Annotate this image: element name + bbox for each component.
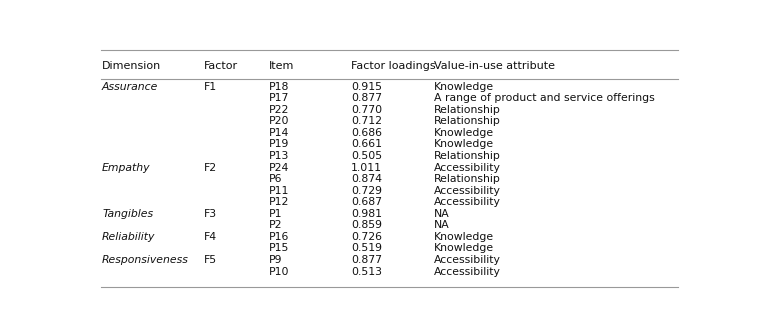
Text: Responsiveness: Responsiveness bbox=[102, 255, 189, 265]
Text: P18: P18 bbox=[269, 82, 289, 92]
Text: 0.770: 0.770 bbox=[351, 105, 382, 115]
Text: 0.687: 0.687 bbox=[351, 197, 382, 207]
Text: P13: P13 bbox=[269, 151, 289, 161]
Text: F3: F3 bbox=[204, 209, 217, 219]
Text: P2: P2 bbox=[269, 220, 282, 230]
Text: Tangibles: Tangibles bbox=[102, 209, 154, 219]
Text: P10: P10 bbox=[269, 267, 290, 277]
Text: 0.519: 0.519 bbox=[351, 244, 382, 253]
Text: Knowledge: Knowledge bbox=[434, 139, 494, 149]
Text: Assurance: Assurance bbox=[102, 82, 158, 92]
Text: Accessibility: Accessibility bbox=[434, 267, 501, 277]
Text: P16: P16 bbox=[269, 232, 289, 242]
Text: Accessibility: Accessibility bbox=[434, 197, 501, 207]
Text: Factor loadings: Factor loadings bbox=[351, 61, 435, 71]
Text: F5: F5 bbox=[204, 255, 217, 265]
Text: P19: P19 bbox=[269, 139, 289, 149]
Text: 0.513: 0.513 bbox=[351, 267, 382, 277]
Text: P14: P14 bbox=[269, 128, 289, 138]
Text: P17: P17 bbox=[269, 93, 289, 103]
Text: Knowledge: Knowledge bbox=[434, 232, 494, 242]
Text: 0.877: 0.877 bbox=[351, 93, 382, 103]
Text: A range of product and service offerings: A range of product and service offerings bbox=[434, 93, 654, 103]
Text: NA: NA bbox=[434, 220, 449, 230]
Text: 0.661: 0.661 bbox=[351, 139, 382, 149]
Text: P20: P20 bbox=[269, 116, 290, 126]
Text: 0.686: 0.686 bbox=[351, 128, 382, 138]
Text: 0.874: 0.874 bbox=[351, 174, 382, 184]
Text: Knowledge: Knowledge bbox=[434, 244, 494, 253]
Text: 0.712: 0.712 bbox=[351, 116, 382, 126]
Text: Empathy: Empathy bbox=[102, 163, 150, 173]
Text: Relationship: Relationship bbox=[434, 105, 501, 115]
Text: 0.859: 0.859 bbox=[351, 220, 382, 230]
Text: Knowledge: Knowledge bbox=[434, 82, 494, 92]
Text: 0.981: 0.981 bbox=[351, 209, 382, 219]
Text: P1: P1 bbox=[269, 209, 282, 219]
Text: F2: F2 bbox=[204, 163, 217, 173]
Text: 0.915: 0.915 bbox=[351, 82, 382, 92]
Text: Relationship: Relationship bbox=[434, 116, 501, 126]
Text: NA: NA bbox=[434, 209, 449, 219]
Text: P15: P15 bbox=[269, 244, 289, 253]
Text: Accessibility: Accessibility bbox=[434, 255, 501, 265]
Text: Accessibility: Accessibility bbox=[434, 186, 501, 196]
Text: 0.729: 0.729 bbox=[351, 186, 382, 196]
Text: P9: P9 bbox=[269, 255, 282, 265]
Text: F1: F1 bbox=[204, 82, 217, 92]
Text: Dimension: Dimension bbox=[102, 61, 161, 71]
Text: Relationship: Relationship bbox=[434, 151, 501, 161]
Text: Relationship: Relationship bbox=[434, 174, 501, 184]
Text: 0.726: 0.726 bbox=[351, 232, 382, 242]
Text: Knowledge: Knowledge bbox=[434, 128, 494, 138]
Text: F4: F4 bbox=[204, 232, 217, 242]
Text: P6: P6 bbox=[269, 174, 282, 184]
Text: P24: P24 bbox=[269, 163, 289, 173]
Text: 0.877: 0.877 bbox=[351, 255, 382, 265]
Text: Value-in-use attribute: Value-in-use attribute bbox=[434, 61, 555, 71]
Text: 0.505: 0.505 bbox=[351, 151, 382, 161]
Text: Reliability: Reliability bbox=[102, 232, 156, 242]
Text: P22: P22 bbox=[269, 105, 289, 115]
Text: P12: P12 bbox=[269, 197, 289, 207]
Text: P11: P11 bbox=[269, 186, 289, 196]
Text: 1.011: 1.011 bbox=[351, 163, 382, 173]
Text: Factor: Factor bbox=[204, 61, 238, 71]
Text: Accessibility: Accessibility bbox=[434, 163, 501, 173]
Text: Item: Item bbox=[269, 61, 294, 71]
